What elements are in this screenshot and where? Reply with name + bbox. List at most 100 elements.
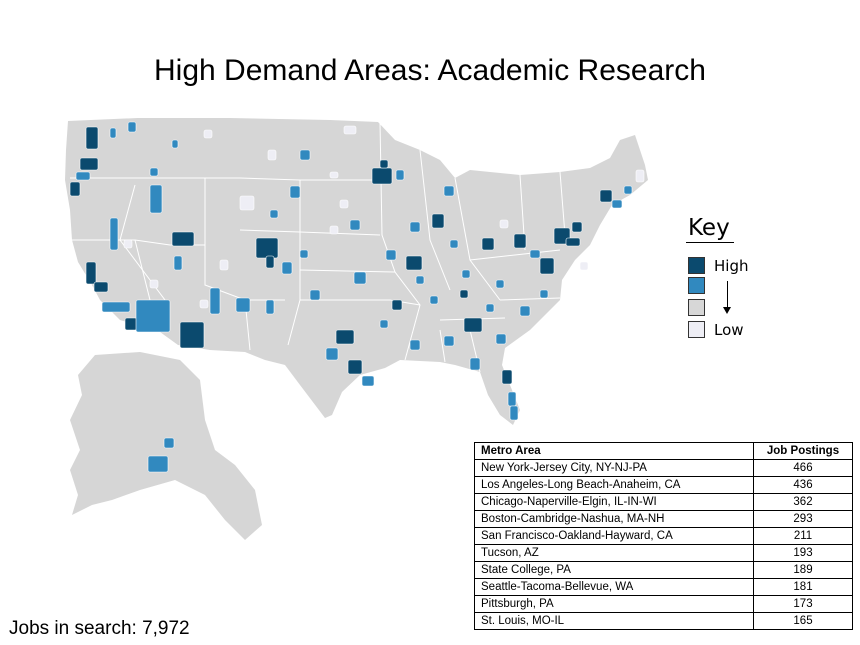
- metro-region-high: [124, 317, 138, 331]
- metro-region-medium: [149, 167, 159, 177]
- metro-region-high: [171, 231, 195, 247]
- table-row: Los Angeles-Long Beach-Anaheim, CA 436: [474, 476, 853, 494]
- job-postings-header: Job Postings: [753, 442, 853, 460]
- key-arrowhead-icon: [723, 307, 731, 314]
- metro-region-medium: [495, 279, 505, 289]
- metro-region-medium: [509, 405, 519, 421]
- metro-region-low: [579, 261, 589, 271]
- metro-region-medium: [395, 169, 405, 181]
- metro-region-low: [203, 129, 213, 139]
- metro-table: Metro Area Job Postings New York-Jersey …: [474, 442, 853, 630]
- metro-region-high: [69, 181, 81, 197]
- metro-area-cell: State College, PA: [474, 561, 754, 579]
- metro-region-medium: [429, 295, 439, 305]
- metro-region-high: [599, 189, 613, 203]
- metro-region-medium: [415, 275, 425, 285]
- metro-region-high: [539, 257, 555, 275]
- metro-region-medium: [379, 319, 389, 329]
- metro-area-cell: Seattle-Tacoma-Bellevue, WA: [474, 578, 754, 596]
- key-swatch-low: [688, 321, 705, 338]
- metro-region-medium: [495, 333, 507, 345]
- metro-region-medium: [235, 297, 251, 313]
- table-row: San Francisco-Oakland-Hayward, CA 211: [474, 527, 853, 545]
- metro-area-cell: New York-Jersey City, NY-NJ-PA: [474, 459, 754, 477]
- metro-region-medium: [349, 219, 361, 231]
- metro-region-low: [219, 259, 229, 271]
- metro-region-medium: [409, 221, 421, 233]
- jobs-in-search: Jobs in search: 7,972: [9, 618, 190, 639]
- job-postings-cell: 211: [753, 527, 853, 545]
- metro-region-medium: [163, 437, 175, 449]
- metro-region-high: [265, 255, 275, 269]
- job-postings-cell: 193: [753, 544, 853, 562]
- metro-region-medium: [135, 299, 171, 333]
- metro-area-header: Metro Area: [474, 442, 754, 460]
- key-low-label: Low: [714, 321, 744, 339]
- metro-region-high: [565, 237, 581, 247]
- metro-area-cell: Los Angeles-Long Beach-Anaheim, CA: [474, 476, 754, 494]
- metro-region-low: [339, 199, 349, 209]
- key-swatch-low-mid: [688, 299, 705, 316]
- job-postings-cell: 189: [753, 561, 853, 579]
- table-row: Seattle-Tacoma-Bellevue, WA 181: [474, 578, 853, 596]
- job-postings-cell: 362: [753, 493, 853, 511]
- metro-region-medium: [443, 185, 455, 197]
- metro-region-medium: [173, 255, 183, 271]
- metro-region-high: [431, 213, 445, 229]
- metro-region-high: [481, 237, 495, 251]
- metro-region-low: [329, 171, 339, 179]
- job-postings-cell: 293: [753, 510, 853, 528]
- metro-region-high: [371, 167, 393, 185]
- metro-region-low: [343, 125, 357, 135]
- metro-region-medium: [385, 249, 397, 261]
- job-postings-cell: 436: [753, 476, 853, 494]
- metro-region-medium: [171, 139, 179, 149]
- metro-region-high: [85, 126, 99, 150]
- metro-region-medium: [149, 184, 163, 214]
- map-title: High Demand Areas: Academic Research: [154, 54, 706, 87]
- metro-region-medium: [299, 149, 311, 161]
- metro-region-high: [571, 221, 583, 233]
- metro-region-medium: [409, 339, 421, 351]
- metro-region-medium: [539, 289, 549, 299]
- table-row: Tucson, AZ 193: [474, 544, 853, 562]
- job-postings-cell: 173: [753, 595, 853, 613]
- metro-region-medium: [485, 303, 495, 313]
- metro-regions: [69, 121, 645, 473]
- metro-region-high: [459, 289, 469, 299]
- metro-region-low: [499, 219, 509, 229]
- key-title: Key: [686, 215, 734, 243]
- metro-region-medium: [127, 121, 137, 133]
- metro-region-low: [267, 149, 277, 161]
- metro-area-cell: Pittsburgh, PA: [474, 595, 754, 613]
- metro-region-medium: [309, 289, 321, 301]
- table-header-row: Metro Area Job Postings: [474, 442, 853, 460]
- table-row: Boston-Cambridge-Nashua, MA-NH 293: [474, 510, 853, 528]
- metro-region-high: [79, 157, 99, 171]
- metro-region-high: [379, 159, 389, 169]
- job-postings-cell: 165: [753, 612, 853, 630]
- metro-region-high: [391, 299, 403, 311]
- metro-region-low: [635, 169, 645, 183]
- job-postings-cell: 466: [753, 459, 853, 477]
- table-row: Chicago-Naperville-Elgin, IL-IN-WI 362: [474, 493, 853, 511]
- metro-region-low: [149, 279, 159, 289]
- metro-region-medium: [147, 455, 169, 473]
- metro-region-high: [501, 369, 513, 385]
- metro-region-medium: [469, 357, 481, 371]
- metro-region-medium: [75, 171, 91, 181]
- metro-area-cell: Boston-Cambridge-Nashua, MA-NH: [474, 510, 754, 528]
- metro-region-medium: [299, 249, 309, 259]
- table-row: New York-Jersey City, NY-NJ-PA 466: [474, 459, 853, 477]
- metro-region-medium: [443, 335, 455, 347]
- metro-region-high: [335, 329, 355, 345]
- key-high-label: High: [714, 257, 749, 275]
- job-postings-cell: 181: [753, 578, 853, 596]
- metro-area-cell: San Francisco-Oakland-Hayward, CA: [474, 527, 754, 545]
- metro-area-cell: Tucson, AZ: [474, 544, 754, 562]
- metro-region-medium: [519, 305, 531, 317]
- metro-region-low: [123, 239, 133, 249]
- metro-region-medium: [449, 239, 459, 249]
- metro-region-medium: [461, 269, 471, 279]
- metro-region-medium: [281, 261, 293, 275]
